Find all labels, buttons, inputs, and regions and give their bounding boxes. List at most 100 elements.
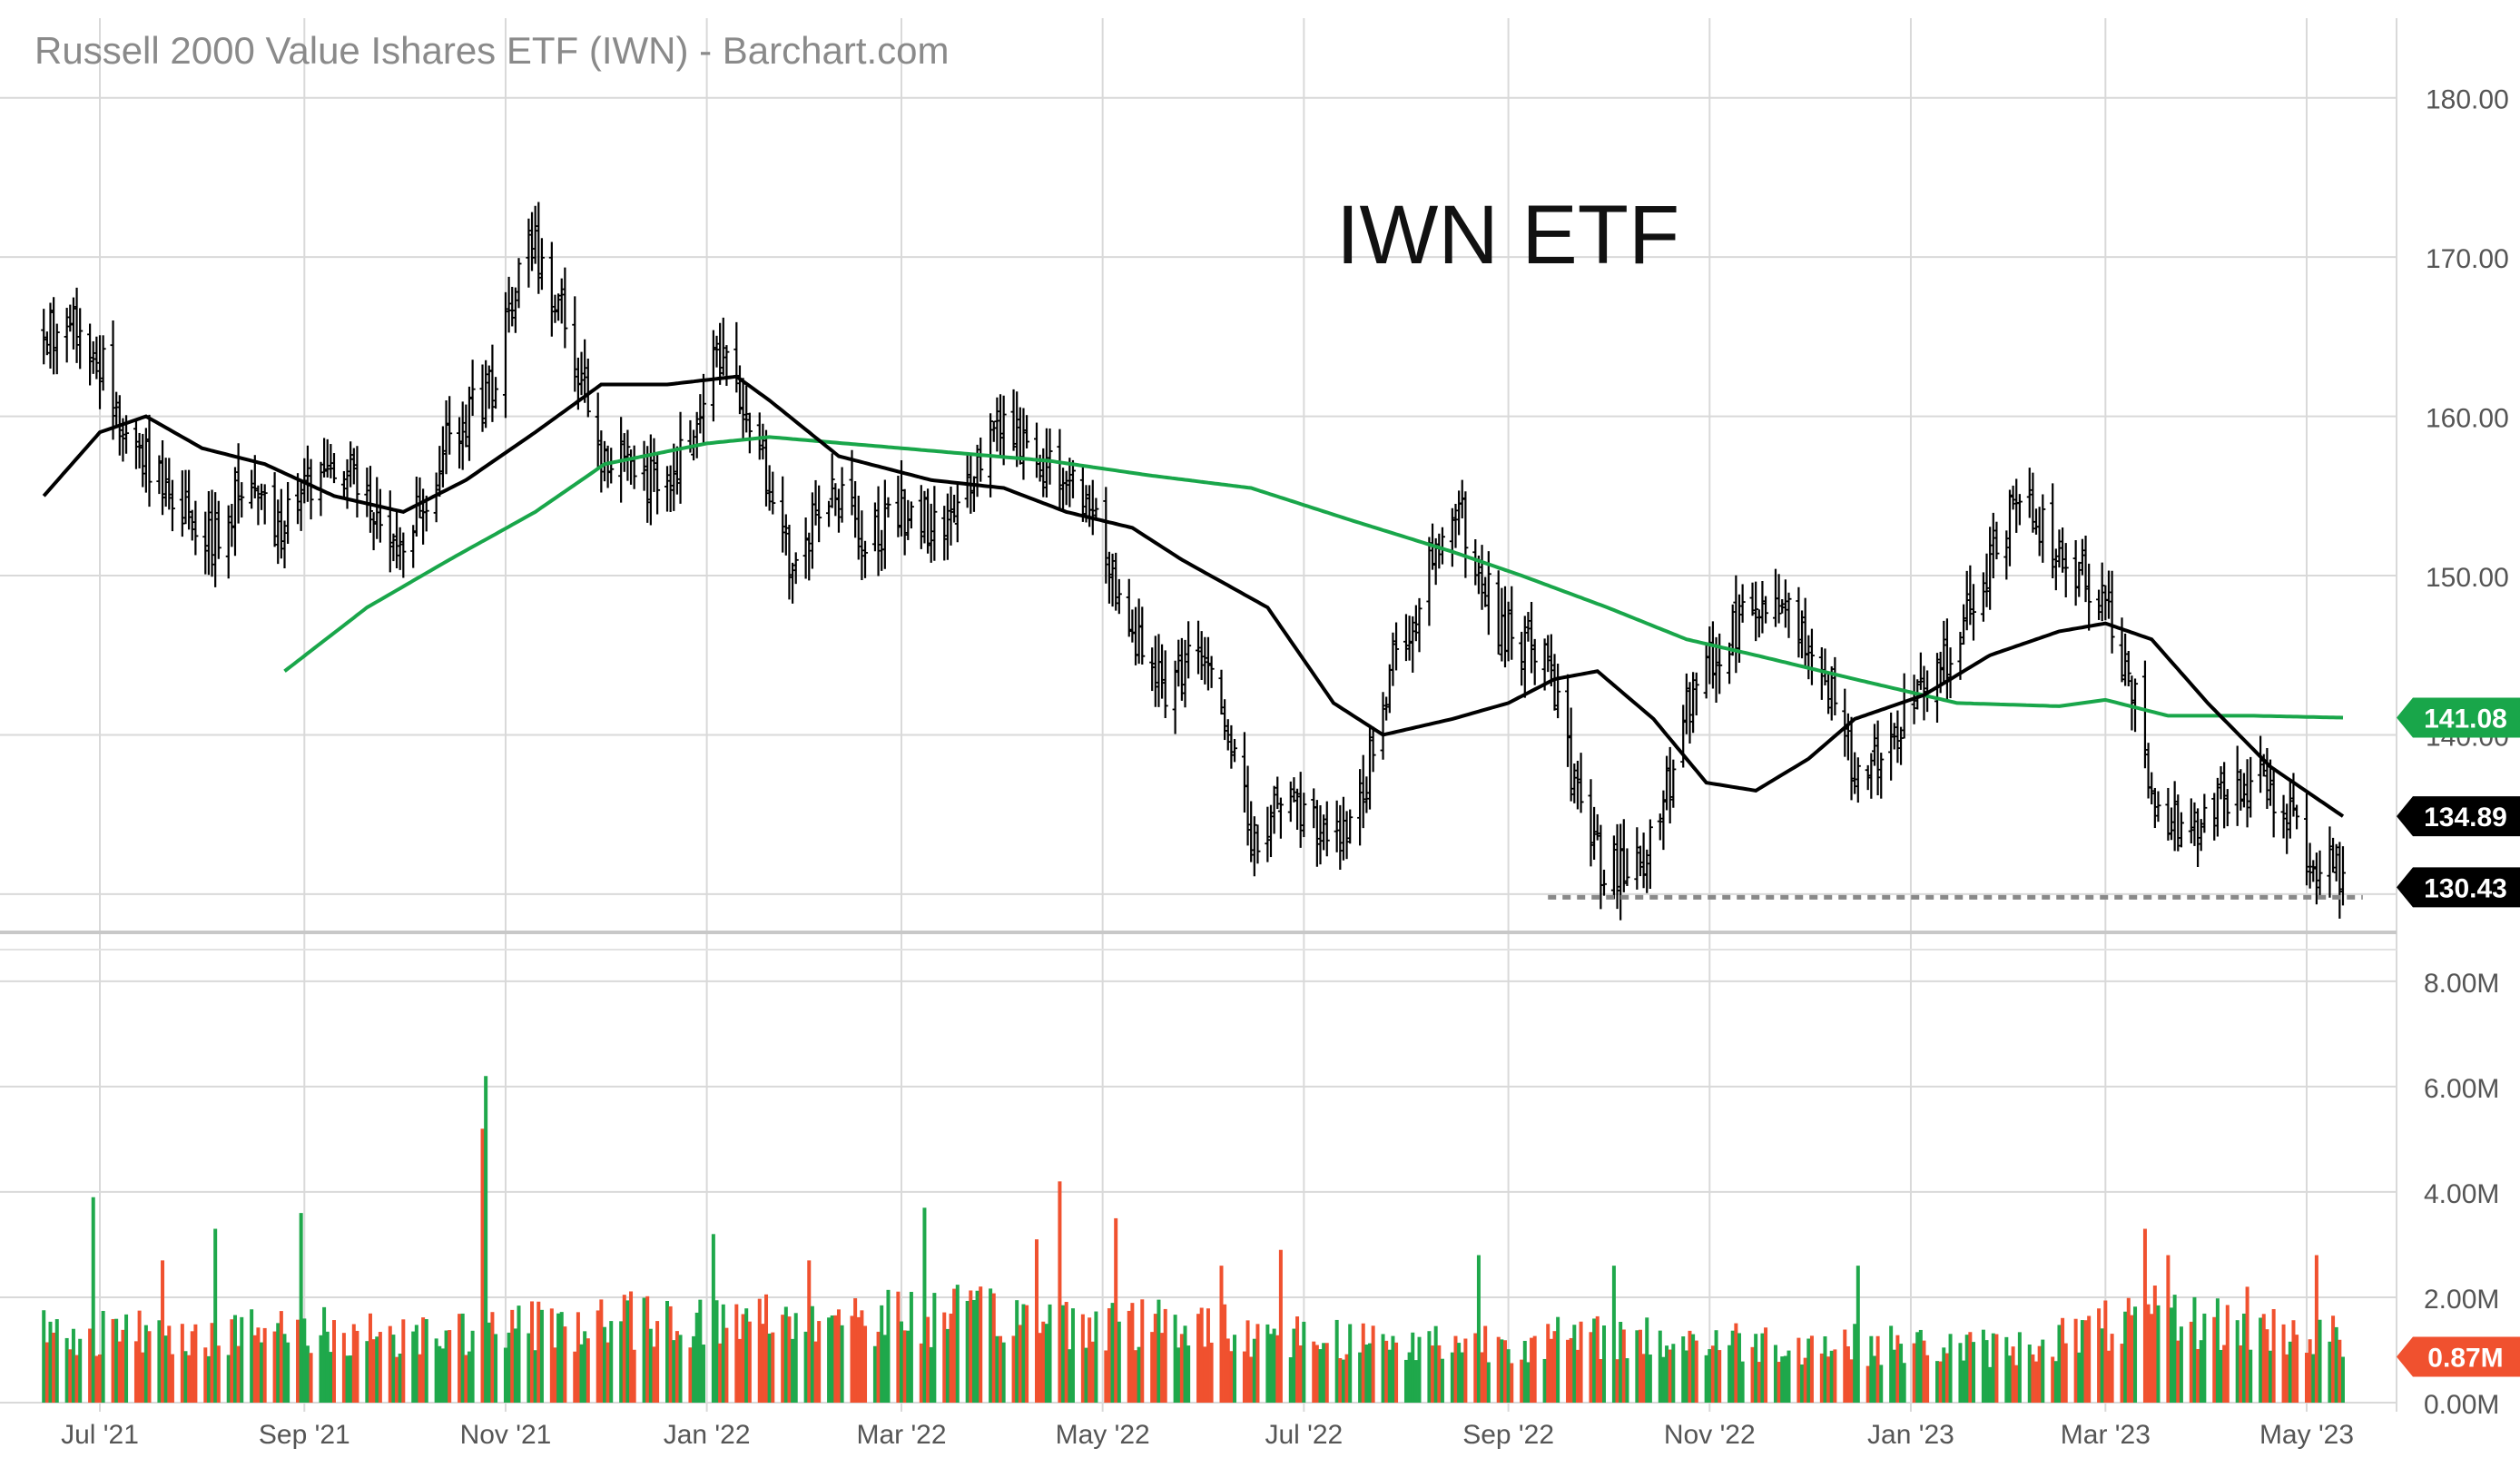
volume-bar bbox=[1242, 1351, 1246, 1403]
volume-bar bbox=[1668, 1349, 1672, 1403]
volume-bar bbox=[143, 1325, 148, 1403]
volume-bar bbox=[1994, 1334, 1999, 1403]
volume-bar bbox=[942, 1312, 947, 1403]
volume-bar bbox=[553, 1347, 557, 1403]
x-tick-label: Jan '22 bbox=[664, 1420, 751, 1450]
volume-bar bbox=[1829, 1350, 1834, 1403]
volume-bar bbox=[629, 1291, 634, 1403]
volume-bar bbox=[2004, 1336, 2009, 1403]
volume-bar bbox=[1809, 1335, 1814, 1403]
volume-bar bbox=[1823, 1335, 1827, 1403]
x-tick-label: Nov '22 bbox=[1664, 1420, 1756, 1450]
volume-bar bbox=[2192, 1296, 2197, 1403]
volume-bar bbox=[101, 1310, 105, 1403]
volume-bar bbox=[1486, 1362, 1491, 1403]
volume-bar bbox=[2170, 1307, 2174, 1403]
volume-bar bbox=[586, 1338, 590, 1403]
volume-bar bbox=[757, 1298, 762, 1403]
volume-bar bbox=[2196, 1348, 2200, 1403]
volume-tick-label: 6.00M bbox=[2424, 1074, 2499, 1104]
volume-bar bbox=[701, 1345, 705, 1403]
volume-bar bbox=[1407, 1352, 1412, 1403]
volume-bar bbox=[48, 1321, 53, 1403]
volume-bar bbox=[88, 1328, 93, 1403]
volume-bar bbox=[807, 1260, 812, 1403]
volume-bar bbox=[1157, 1299, 1161, 1403]
volume-bar bbox=[1127, 1310, 1131, 1403]
volume-bar bbox=[1645, 1317, 1649, 1403]
volume-bar bbox=[371, 1339, 376, 1403]
volume-bar bbox=[1641, 1354, 1646, 1403]
volume-bar bbox=[1278, 1249, 1283, 1403]
volume-bar bbox=[1275, 1335, 1280, 1403]
volume-bar bbox=[1233, 1335, 1237, 1403]
close-badge-text: 130.43 bbox=[2424, 873, 2507, 903]
volume-bar bbox=[2011, 1346, 2015, 1403]
volume-bar bbox=[2271, 1308, 2276, 1403]
volume-bar bbox=[1199, 1307, 1204, 1403]
volume-bar bbox=[1964, 1335, 1969, 1403]
price-tick-label: 170.00 bbox=[2426, 244, 2509, 274]
volume-bar bbox=[1853, 1324, 1857, 1403]
volume-bar bbox=[692, 1335, 696, 1403]
volume-bar bbox=[2110, 1334, 2114, 1403]
volume-bar bbox=[319, 1335, 323, 1403]
chart-annotation: IWN ETF bbox=[1336, 189, 1679, 281]
volume-bar bbox=[1506, 1349, 1511, 1403]
volume-bar bbox=[1163, 1308, 1167, 1403]
volume-bar bbox=[909, 1291, 913, 1403]
volume-bar bbox=[1249, 1356, 1254, 1403]
volume-bar bbox=[256, 1327, 261, 1403]
volume-bar bbox=[351, 1324, 356, 1403]
volume-bar bbox=[424, 1319, 428, 1403]
volume-bar bbox=[448, 1330, 452, 1403]
volume-badge-shape bbox=[2397, 1336, 2520, 1377]
volume-bar bbox=[1255, 1324, 1260, 1403]
volume-bar bbox=[2176, 1340, 2180, 1403]
volume-bar bbox=[1889, 1325, 1894, 1403]
volume-bar bbox=[1684, 1350, 1688, 1403]
volume-bar bbox=[999, 1335, 1003, 1403]
volume-bar bbox=[286, 1342, 290, 1403]
volume-bar bbox=[272, 1331, 277, 1403]
volume-bar bbox=[1358, 1352, 1363, 1403]
volume-bar bbox=[378, 1332, 382, 1403]
volume-bar bbox=[1710, 1345, 1715, 1403]
volume-bar bbox=[1757, 1362, 1761, 1403]
volume-badge: 0.87M bbox=[2397, 1336, 2520, 1377]
volume-bar bbox=[2215, 1298, 2220, 1403]
volume-bar bbox=[549, 1308, 554, 1403]
volume-bar bbox=[1968, 1332, 1973, 1403]
volume-bar bbox=[411, 1331, 416, 1403]
volume-bar bbox=[1160, 1333, 1165, 1403]
volume-bar bbox=[180, 1324, 184, 1403]
volume-bar bbox=[1137, 1346, 1141, 1403]
volume-bar bbox=[2241, 1313, 2246, 1403]
volume-bar bbox=[1433, 1325, 1438, 1403]
volume-bar bbox=[1879, 1365, 1884, 1403]
volume-bar bbox=[1773, 1345, 1777, 1403]
volume-bar bbox=[2331, 1315, 2336, 1403]
volume-bar bbox=[1737, 1333, 1741, 1403]
volume-bar bbox=[1569, 1337, 1573, 1403]
volume-bar bbox=[458, 1314, 462, 1403]
volume-bar bbox=[1780, 1356, 1785, 1403]
volume-bar bbox=[1427, 1331, 1432, 1403]
volume-bar bbox=[2034, 1361, 2039, 1403]
volume-bar bbox=[355, 1330, 359, 1403]
volume-bar bbox=[1532, 1335, 1537, 1403]
volume-bar bbox=[880, 1305, 884, 1403]
volume-bar bbox=[2130, 1315, 2134, 1403]
volume-bar bbox=[203, 1347, 208, 1403]
volume-bar bbox=[444, 1330, 448, 1403]
volume-bar bbox=[302, 1318, 307, 1403]
x-tick-label: May '23 bbox=[2259, 1420, 2354, 1450]
volume-bar bbox=[213, 1228, 218, 1403]
ma-long-badge-text: 141.08 bbox=[2424, 704, 2507, 734]
volume-bar bbox=[989, 1288, 993, 1403]
volume-bar bbox=[642, 1297, 646, 1403]
volume-bar bbox=[1984, 1340, 1989, 1403]
volume-bar bbox=[2305, 1353, 2308, 1403]
volume-bar bbox=[803, 1331, 808, 1403]
